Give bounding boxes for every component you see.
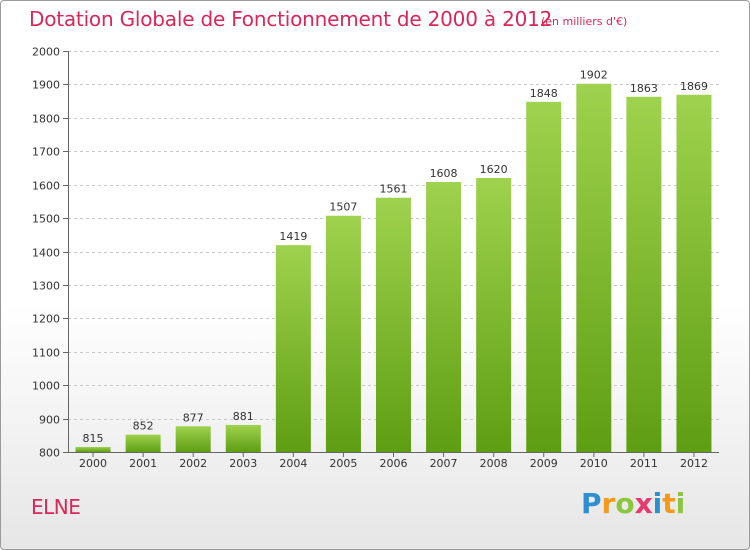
logo-letter: r (601, 487, 616, 520)
bar-2004 (275, 245, 311, 452)
x-tick-label: 2000 (79, 457, 107, 470)
y-tick-label: 1300 (32, 280, 60, 293)
x-tick-label: 2001 (129, 457, 157, 470)
logo-letter: P (581, 487, 602, 520)
logo-letter: o (615, 487, 635, 520)
bar-2008 (476, 177, 512, 452)
x-tick-label: 2003 (229, 457, 257, 470)
logo-letter: i (675, 487, 686, 520)
value-label: 1863 (630, 82, 658, 95)
value-label: 1507 (329, 201, 357, 214)
logo-letter: x (634, 487, 653, 520)
chart-subtitle: (en milliers d'€) (541, 15, 628, 28)
y-tick-label: 900 (39, 414, 60, 427)
y-tick-label: 1000 (32, 380, 60, 393)
x-tick-label: 2005 (329, 457, 357, 470)
logo-letter: t (662, 487, 676, 520)
bar-2011 (626, 96, 662, 453)
value-label: 815 (83, 432, 104, 445)
commune-name: ELNE (31, 495, 81, 519)
value-label: 1608 (430, 167, 458, 180)
value-label: 1620 (480, 163, 508, 176)
bar-2003 (225, 424, 261, 452)
value-label: 1869 (680, 80, 708, 93)
value-label: 1902 (580, 69, 608, 82)
y-tick-label: 800 (39, 447, 60, 460)
bar-2005 (325, 215, 361, 452)
axes: 800 900 1000 1100 1200 1300 1400 1500 1600 1700 18… (32, 46, 719, 470)
y-tick-label: 1200 (32, 313, 60, 326)
value-label: 1419 (279, 230, 307, 243)
x-tick-label: 2011 (630, 457, 658, 470)
logo-letter: i (652, 487, 663, 520)
x-tick-label: 2002 (179, 457, 207, 470)
x-tick-label: 2010 (580, 457, 608, 470)
y-tick-label: 2000 (32, 46, 60, 59)
bar-2000 (75, 446, 111, 452)
value-label: 877 (183, 411, 204, 424)
y-tick-label: 1400 (32, 247, 60, 260)
value-label: 1561 (380, 183, 408, 196)
value-label: 1848 (530, 87, 558, 100)
bar-2010 (576, 83, 612, 452)
bar-2012 (676, 94, 712, 453)
bars (75, 83, 712, 453)
y-tick-label: 1100 (32, 347, 60, 360)
proxiti-logo[interactable]: Proxiti (581, 487, 685, 520)
value-label: 852 (133, 420, 154, 433)
x-tick-label: 2012 (680, 457, 708, 470)
data-labels: 815 852 877 881 1419 1507 1561 1608 1620 1848 1902… (83, 69, 708, 445)
bar-2006 (376, 197, 411, 452)
chart-title: Dotation Globale de Fonctionnement de 20… (29, 7, 553, 31)
y-tick-label: 1900 (32, 79, 60, 92)
x-tick-label: 2007 (430, 457, 458, 470)
x-tick-label: 2008 (480, 457, 508, 470)
x-tick-label: 2006 (380, 457, 408, 470)
x-tick-label: 2004 (279, 457, 307, 470)
value-label: 881 (233, 410, 254, 423)
bar-2002 (175, 426, 211, 452)
bar-2007 (426, 181, 462, 452)
bar-2001 (125, 434, 161, 452)
y-tick-label: 1500 (32, 213, 60, 226)
y-tick-label: 1600 (32, 180, 60, 193)
y-tick-label: 1800 (32, 113, 60, 126)
x-tick-label: 2009 (530, 457, 558, 470)
bar-2009 (526, 101, 562, 452)
y-tick-label: 1700 (32, 146, 60, 159)
